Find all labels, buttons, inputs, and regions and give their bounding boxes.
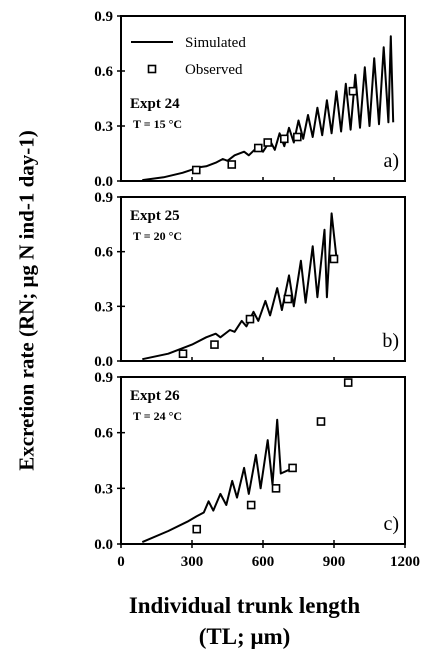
panel-1-observed-point: [263, 138, 273, 147]
panel-3-observed-point: [192, 524, 202, 534]
panel-1-panel-label: a): [383, 150, 399, 172]
panel-2-panel-label: b): [382, 330, 399, 352]
panel-3-observed-point: [246, 500, 256, 510]
panel-3-panel-label: c): [383, 513, 399, 535]
y-axis-label: Excretion rate (RN; μg N ind-1 day-1): [2, 30, 52, 570]
panel-2-observed-point: [245, 314, 255, 324]
panel-3-simulated-line: [141, 418, 290, 544]
panel-1-observed-point: [348, 86, 358, 96]
panel-3-observed-point: [271, 484, 281, 493]
legend-simulated-label: Simulated: [185, 35, 246, 51]
panel-1-ytick-label: 0.3: [94, 119, 113, 135]
panel-3-ytick-label: 0.9: [94, 370, 113, 386]
panel-3-xtick-label: 900: [323, 554, 346, 570]
panel-2-observed-point: [178, 349, 188, 359]
panel-1-ytick-label: 0.9: [94, 9, 113, 25]
panel-3-observed-point: [343, 378, 353, 387]
panel-2-observed-point: [283, 294, 293, 304]
panel-3-title: Expt 26: [130, 388, 180, 404]
panel-1-observed-point: [191, 165, 201, 175]
panel-1-subtitle: T = 15 °C: [133, 117, 182, 131]
panel-1-observed-point: [293, 132, 302, 142]
panel-1-ytick-label: 0.0: [94, 174, 113, 190]
x-axis-label-line2: (TL; μm): [198, 624, 291, 649]
y-axis-label-text: Excretion rate (RN; μg N ind-1 day-1): [14, 129, 39, 471]
legend-observed-swatch: [147, 64, 157, 74]
panel-3-ytick-label: 0.3: [94, 481, 113, 497]
panel-2-ytick-label: 0.6: [94, 245, 113, 261]
panel-2-title: Expt 25: [130, 208, 180, 224]
panel-3-ytick-label: 0.6: [94, 426, 113, 442]
panel-3-xtick-label: 0: [117, 554, 125, 570]
panel-2-simulated-line: [142, 212, 338, 361]
panel-3-subtitle: T = 24 °C: [133, 409, 182, 423]
panel-2-ytick-label: 0.9: [94, 190, 113, 206]
panel-2-observed-point: [329, 254, 339, 264]
panel-3-xtick-label: 600: [252, 554, 275, 570]
panel-1-title: Expt 24: [130, 96, 180, 112]
panel-3-xtick-label: 300: [181, 554, 204, 570]
panel-3-xtick-label: 1200: [390, 554, 420, 570]
panel-1-observed-point: [279, 134, 289, 144]
panel-1-ytick-label: 0.6: [94, 64, 113, 80]
panel-2-subtitle: T = 20 °C: [133, 229, 182, 243]
panel-3-observed-point: [316, 417, 326, 426]
panel-1-observed-point: [253, 143, 263, 153]
legend-observed-label: Observed: [185, 62, 243, 78]
panel-3-ytick-label: 0.0: [94, 537, 113, 553]
panel-3-observed-point: [288, 463, 297, 473]
panel-1-simulated-line: [142, 35, 395, 182]
panel-1-observed-point: [227, 160, 237, 169]
panel-2-ytick-label: 0.0: [94, 354, 113, 370]
panel-2-ytick-label: 0.3: [94, 299, 113, 315]
panel-2-observed-point: [210, 340, 219, 349]
x-axis-label-line1: Individual trunk length: [128, 593, 361, 618]
